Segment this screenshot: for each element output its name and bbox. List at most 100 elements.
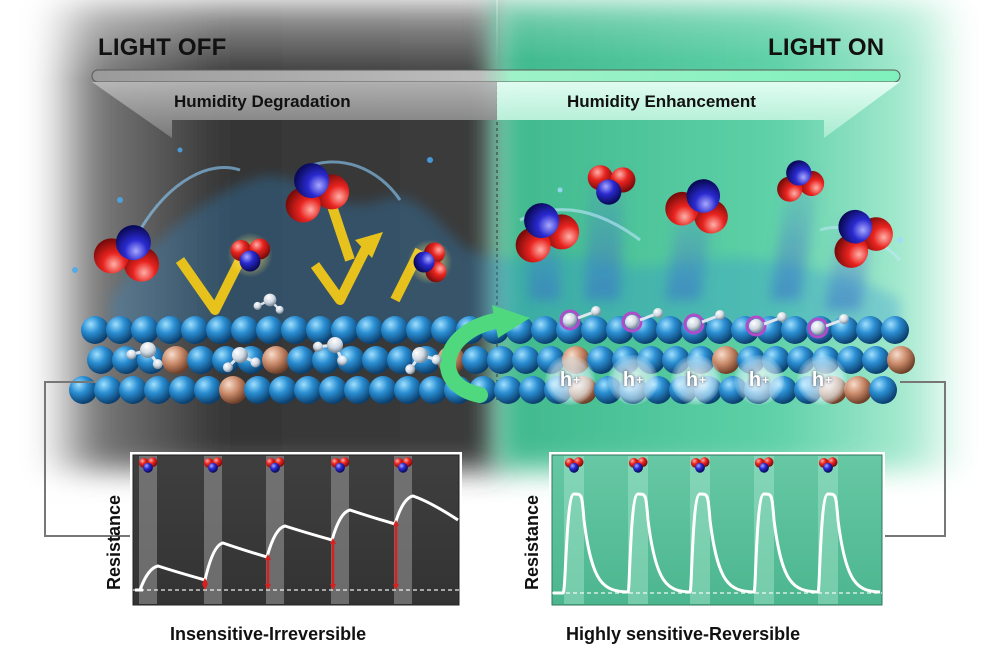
exposure-band xyxy=(394,456,412,604)
lattice-atom xyxy=(881,316,909,344)
lattice-atom xyxy=(706,316,734,344)
lattice-atom xyxy=(94,376,122,404)
water-molecule-icon xyxy=(126,342,163,370)
right-resistance-plot xyxy=(549,452,885,608)
resistance-curve xyxy=(135,494,459,592)
lattice-atom xyxy=(194,376,222,404)
exposure-band xyxy=(139,456,157,604)
lattice-atom xyxy=(356,316,384,344)
lattice-atom xyxy=(256,316,284,344)
left-caption: Insensitive-Irreversible xyxy=(170,624,367,644)
light-bar xyxy=(91,69,901,83)
water-molecule-icon xyxy=(253,293,284,314)
lattice-atom xyxy=(187,346,215,374)
left-resistance-ylabel: Resistance xyxy=(104,494,124,590)
curved-arrow-icon xyxy=(440,305,530,403)
lattice-atom xyxy=(394,376,422,404)
water-molecule-icon xyxy=(405,347,442,375)
lattice-atom xyxy=(369,376,397,404)
lattice-atom xyxy=(331,316,359,344)
no2-molecule-icon xyxy=(564,457,584,473)
no2-molecule-icon xyxy=(628,457,648,473)
no2-molecule-icon xyxy=(265,457,285,473)
no2-molecule-icon xyxy=(93,225,160,282)
lattice-atom xyxy=(869,376,897,404)
hydroxyl-adsorbate xyxy=(745,312,787,337)
lattice-atom xyxy=(269,376,297,404)
no2-molecule-icon xyxy=(665,179,728,234)
hole-charge-icon: h + xyxy=(608,355,658,405)
lattice-atom xyxy=(112,346,140,374)
lattice-atom xyxy=(419,376,447,404)
humidity-enhancement-label: Humidity Enhancement xyxy=(567,92,756,111)
lattice-atom xyxy=(206,316,234,344)
lattice-atom xyxy=(462,346,490,374)
lattice-atom xyxy=(381,316,409,344)
no2-molecule-icon xyxy=(834,209,893,268)
right-caption: Highly sensitive-Reversible xyxy=(566,624,801,644)
molecules-layer xyxy=(93,160,893,375)
no2-molecule-icon xyxy=(754,457,774,473)
hydroxyl-adsorbate xyxy=(683,310,725,335)
no2-molecule-icon xyxy=(407,239,453,285)
light-off-title: LIGHT OFF xyxy=(98,34,227,61)
copper-atom xyxy=(162,346,190,374)
exposure-band xyxy=(331,456,349,604)
lattice-atom xyxy=(287,346,315,374)
no2-molecule-icon xyxy=(515,203,580,263)
lattice-atom xyxy=(144,376,172,404)
no2-molecule-icon xyxy=(587,165,636,205)
lattice-atom xyxy=(587,346,615,374)
lattice-atom xyxy=(531,316,559,344)
lattice-atom xyxy=(69,376,97,404)
hydroxyl-adsorbate xyxy=(621,308,663,333)
lattice-atom xyxy=(319,376,347,404)
banner-shape xyxy=(92,82,900,138)
lattice-atom xyxy=(344,376,372,404)
resistance-curve xyxy=(553,492,881,595)
no2-molecule-icon xyxy=(393,457,413,473)
lattice-atom xyxy=(244,376,272,404)
exposure-band xyxy=(266,456,284,604)
lattice-atom xyxy=(337,346,365,374)
lattice-atom xyxy=(106,316,134,344)
lattice-atom xyxy=(837,346,865,374)
right-resistance-ylabel: Resistance xyxy=(522,494,542,590)
no2-molecule-icon xyxy=(285,163,350,223)
lattice-atom xyxy=(294,376,322,404)
copper-atom xyxy=(712,346,740,374)
no2-molecule-icon xyxy=(330,457,350,473)
lattice-atom xyxy=(581,316,609,344)
lattice-atom xyxy=(181,316,209,344)
lattice-atom xyxy=(81,316,109,344)
left-resistance-plot xyxy=(130,452,462,608)
lattice-atom xyxy=(312,346,340,374)
copper-atom xyxy=(844,376,872,404)
lattice-atom xyxy=(656,316,684,344)
no2-molecule-icon xyxy=(690,457,710,473)
lattice-atom xyxy=(406,316,434,344)
water-molecule-icon xyxy=(222,347,261,373)
no2-molecule-icon xyxy=(138,457,158,473)
copper-atom xyxy=(219,376,247,404)
lattice-atom xyxy=(156,316,184,344)
light-on-title: LIGHT ON xyxy=(768,34,885,61)
no2-molecule-icon xyxy=(777,160,825,202)
lattice-atom xyxy=(487,346,515,374)
hole-charge-icon: h + xyxy=(545,355,595,405)
lattice-atom xyxy=(362,346,390,374)
lattice-atom xyxy=(519,376,547,404)
lattice-atom xyxy=(169,376,197,404)
lattice-atom xyxy=(512,346,540,374)
copper-atom xyxy=(262,346,290,374)
water-molecule-icon xyxy=(312,337,348,366)
humidity-degradation-label: Humidity Degradation xyxy=(174,92,351,111)
zigzag-arrow-icon xyxy=(175,198,425,315)
copper-atom xyxy=(887,346,915,374)
hydroxyl-adsorbate xyxy=(559,306,601,331)
hole-charge-icon: h + xyxy=(734,355,784,405)
lattice-atom xyxy=(231,316,259,344)
lattice-atom xyxy=(119,376,147,404)
hole-charge-icon: h + xyxy=(671,355,721,405)
